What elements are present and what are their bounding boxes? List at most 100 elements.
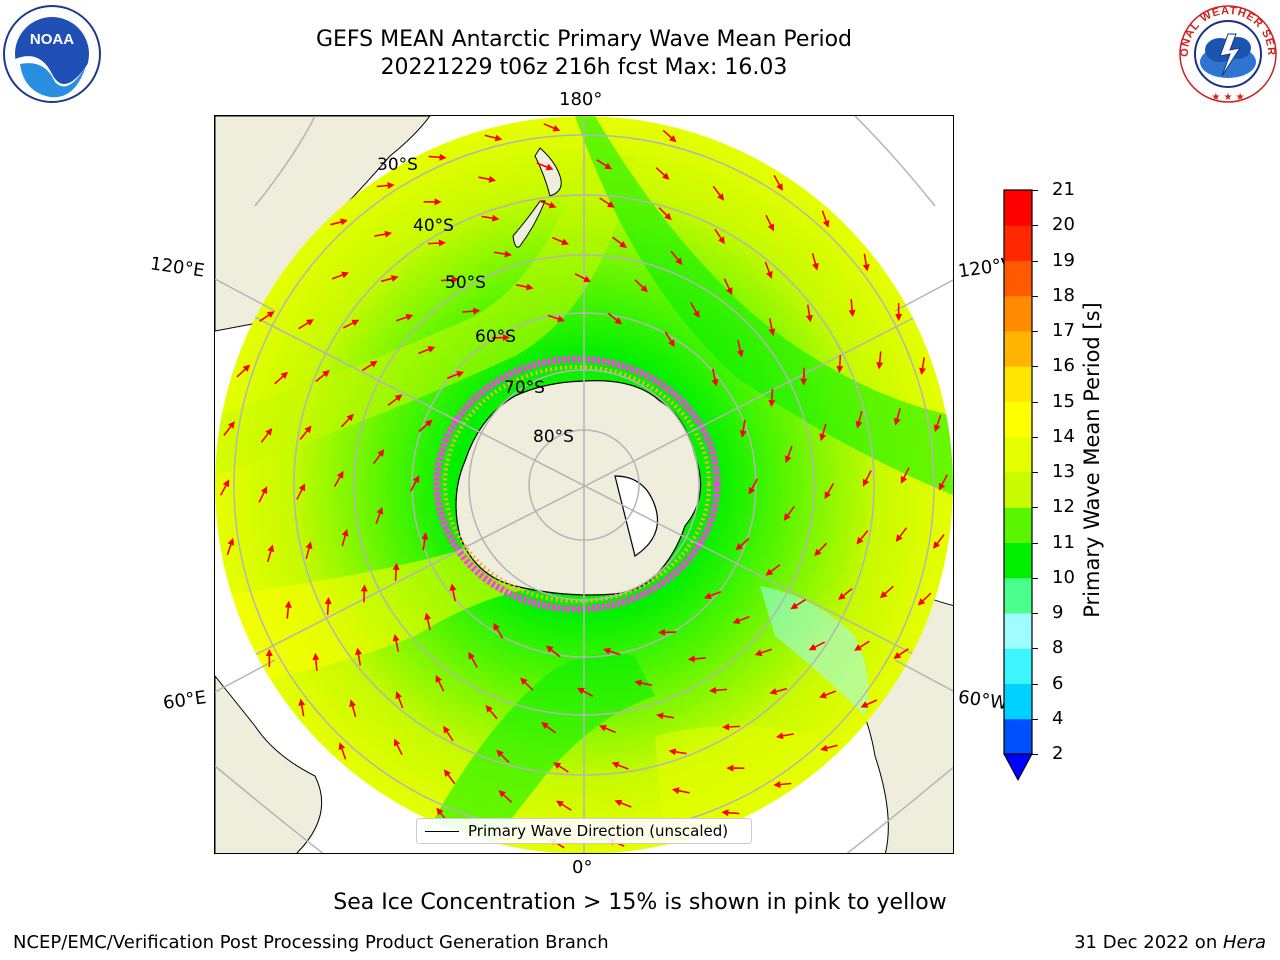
wave-arrow-head xyxy=(603,647,611,655)
wave-arrow-head xyxy=(668,748,677,756)
wave-arrow-head xyxy=(812,262,819,271)
chart-subtitle: 20221229 t06z 216h fcst Max: 16.03 xyxy=(380,55,788,80)
wave-arrow-head xyxy=(709,686,717,694)
lat-label-30s: 30°S xyxy=(377,155,418,175)
wave-arrow-head xyxy=(395,691,402,699)
wave-arrow-head xyxy=(736,349,744,358)
wave-arrow-head xyxy=(819,691,827,699)
legend-line-swatch xyxy=(425,831,459,832)
wave-arrow-head xyxy=(703,592,712,599)
wave-arrow-head xyxy=(604,162,612,170)
wave-arrow-head xyxy=(819,433,827,442)
wave-arrow-head xyxy=(266,311,275,318)
colorbar-segment xyxy=(1004,190,1032,226)
wave-arrow-head xyxy=(806,314,813,323)
wave-arrow-head xyxy=(768,399,776,408)
wave-arrow-head xyxy=(451,276,459,284)
colorbar-tick-mark xyxy=(1032,472,1038,473)
wave-arrow-head xyxy=(576,687,585,695)
wave-arrow-head xyxy=(814,548,822,557)
wave-arrow-head xyxy=(556,800,564,808)
wave-arrow-head xyxy=(808,643,817,651)
wave-arrow-head xyxy=(824,491,832,500)
wave-arrow-head xyxy=(671,787,680,795)
wave-arrow-head xyxy=(336,470,344,479)
wave-arrow-head xyxy=(427,346,436,353)
wave-arrow-head xyxy=(496,749,504,758)
colorbar-tick-label: 21 xyxy=(1052,179,1075,200)
colorbar-tick-label: 6 xyxy=(1052,672,1064,694)
wave-arrow-head xyxy=(895,314,903,322)
wave-arrow-head xyxy=(494,134,503,142)
wave-arrow-head xyxy=(640,284,648,293)
wave-arrow-head xyxy=(473,307,481,315)
colorbar-segment xyxy=(1004,577,1032,614)
wave-arrow-head xyxy=(614,317,623,325)
wave-arrow-head xyxy=(324,596,332,605)
wave-arrow-head xyxy=(443,725,450,734)
wave-arrow-head xyxy=(424,612,432,621)
wave-arrow-head xyxy=(405,313,414,321)
colorbar-tick-mark xyxy=(1032,683,1038,685)
wave-arrow-head xyxy=(917,598,926,606)
colorbar-segment xyxy=(1004,331,1032,367)
wave-arrow-head xyxy=(485,704,493,713)
wave-arrow-head xyxy=(548,201,557,209)
colorbar-tick-mark xyxy=(1032,754,1038,755)
wave-arrow-head xyxy=(711,378,719,387)
wave-arrow-head xyxy=(900,475,908,484)
colorbar-tick-mark xyxy=(1032,648,1038,650)
colorbar-segment xyxy=(1004,401,1032,438)
colorbar-tick-mark xyxy=(1032,542,1038,544)
wave-arrow-head xyxy=(267,544,275,553)
colorbar-segment xyxy=(1004,507,1032,543)
wave-arrow-head xyxy=(893,417,901,426)
wave-arrow-head xyxy=(376,506,384,515)
wave-arrow-head xyxy=(718,236,725,245)
wave-arrow-head xyxy=(675,257,683,266)
wave-arrow-head xyxy=(545,163,554,171)
wave-arrow-head xyxy=(298,483,306,492)
svg-text:NOAA: NOAA xyxy=(30,31,74,48)
wave-arrow-head xyxy=(439,153,447,161)
colorbar-tick-label: 17 xyxy=(1052,320,1075,341)
wave-arrow-head xyxy=(606,201,615,208)
wave-arrow-head xyxy=(893,652,902,659)
wave-arrow-head xyxy=(784,455,792,464)
wave-arrow-head xyxy=(687,655,695,663)
colorbar-tick-mark xyxy=(1032,331,1038,332)
wave-arrow-head xyxy=(611,761,620,769)
wave-arrow-head xyxy=(661,172,670,180)
colorbar-tick-mark xyxy=(1032,295,1038,297)
colorbar-tick-label: 13 xyxy=(1052,461,1075,482)
wave-arrow-head xyxy=(838,592,846,600)
lat-label-60s: 60°S xyxy=(475,327,516,347)
wave-arrow-head xyxy=(933,541,941,549)
colorbar-tick-mark xyxy=(1032,366,1038,368)
wave-arrow-head xyxy=(340,218,348,226)
wave-arrow-head xyxy=(265,427,273,436)
antarctica xyxy=(455,380,702,596)
wave-arrow-head xyxy=(421,532,429,540)
wave-arrow-head xyxy=(502,334,510,342)
lat-label-40s: 40°S xyxy=(413,216,454,236)
wave-arrow-head xyxy=(732,617,741,624)
lon-label-60e: 60°E xyxy=(161,687,208,714)
colorbar-tick-label: 12 xyxy=(1052,496,1075,518)
legend-label: Primary Wave Direction (unscaled) xyxy=(468,822,729,840)
colorbar-extend-triangle xyxy=(1003,753,1033,782)
colorbar-tick-label: 20 xyxy=(1052,214,1075,236)
wave-arrow-head xyxy=(394,394,403,402)
wave-arrow-head xyxy=(552,124,561,132)
wave-arrow-head xyxy=(553,762,562,769)
wave-arrow-head xyxy=(377,449,385,457)
wave-arrow-head xyxy=(438,239,446,247)
nws-logo: NATIONAL WEATHER SERVICE ★ ★ ★ xyxy=(1172,0,1280,108)
wave-arrow-head xyxy=(280,371,289,379)
wave-arrow-head xyxy=(768,328,776,337)
wave-arrow-head xyxy=(895,534,903,543)
wave-arrow-head xyxy=(349,699,356,708)
wave-arrow-head xyxy=(561,238,569,246)
colorbar-tick-mark xyxy=(1032,507,1038,509)
lat-label-70s: 70°S xyxy=(504,378,545,398)
